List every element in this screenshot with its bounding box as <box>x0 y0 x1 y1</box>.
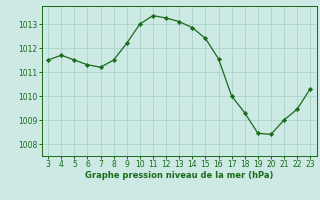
X-axis label: Graphe pression niveau de la mer (hPa): Graphe pression niveau de la mer (hPa) <box>85 171 273 180</box>
